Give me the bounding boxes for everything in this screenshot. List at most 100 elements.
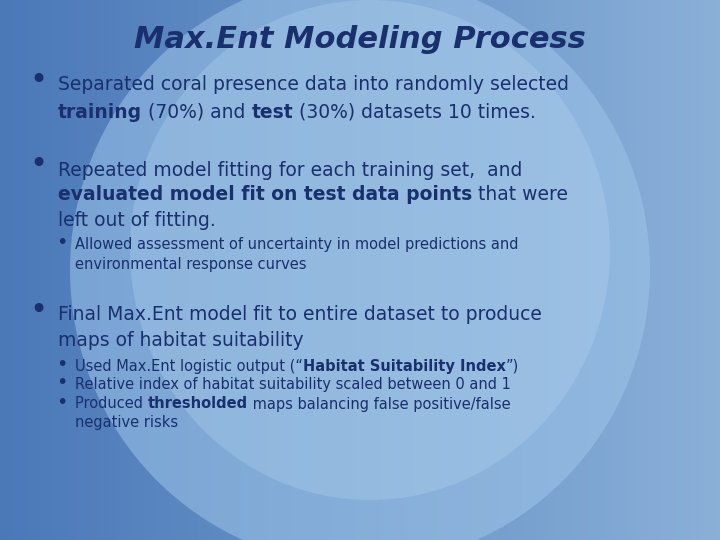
Bar: [263, 0, 266, 540]
Bar: [590, 0, 594, 540]
Bar: [594, 0, 598, 540]
Bar: [436, 0, 439, 540]
Bar: [220, 0, 223, 540]
Bar: [238, 0, 241, 540]
Bar: [515, 0, 518, 540]
Bar: [108, 0, 112, 540]
Bar: [155, 0, 158, 540]
Bar: [14, 0, 18, 540]
Bar: [468, 0, 472, 540]
Bar: [716, 0, 720, 540]
Text: that were: that were: [472, 186, 568, 205]
Bar: [662, 0, 666, 540]
Bar: [137, 0, 140, 540]
Bar: [364, 0, 367, 540]
Bar: [133, 0, 137, 540]
Bar: [47, 0, 50, 540]
Bar: [464, 0, 468, 540]
Bar: [443, 0, 446, 540]
Bar: [691, 0, 695, 540]
Text: Relative index of habitat suitability scaled between 0 and 1: Relative index of habitat suitability sc…: [75, 377, 511, 393]
Bar: [313, 0, 317, 540]
Bar: [583, 0, 587, 540]
Text: Separated coral presence data into randomly selected: Separated coral presence data into rando…: [58, 76, 569, 94]
Bar: [140, 0, 144, 540]
Bar: [32, 0, 36, 540]
Bar: [187, 0, 191, 540]
Bar: [529, 0, 533, 540]
Bar: [706, 0, 709, 540]
Bar: [479, 0, 482, 540]
Bar: [659, 0, 662, 540]
Bar: [119, 0, 122, 540]
Bar: [382, 0, 385, 540]
Ellipse shape: [70, 0, 650, 540]
Text: Produced: Produced: [75, 396, 148, 411]
Text: Used Max.Ent logistic output (“: Used Max.Ent logistic output (“: [75, 359, 303, 374]
Bar: [234, 0, 238, 540]
Bar: [389, 0, 392, 540]
Bar: [97, 0, 101, 540]
Bar: [270, 0, 274, 540]
Bar: [558, 0, 562, 540]
Bar: [554, 0, 558, 540]
Bar: [684, 0, 688, 540]
Bar: [504, 0, 508, 540]
Text: maps balancing false positive/false: maps balancing false positive/false: [248, 396, 510, 411]
Bar: [508, 0, 511, 540]
Bar: [61, 0, 65, 540]
Bar: [641, 0, 644, 540]
Bar: [115, 0, 119, 540]
Bar: [454, 0, 457, 540]
Text: evaluated model fit on test data points: evaluated model fit on test data points: [58, 186, 472, 205]
Bar: [432, 0, 436, 540]
Bar: [302, 0, 306, 540]
Bar: [7, 0, 11, 540]
Bar: [248, 0, 252, 540]
Bar: [274, 0, 277, 540]
Bar: [608, 0, 612, 540]
Bar: [256, 0, 259, 540]
Bar: [475, 0, 479, 540]
Bar: [176, 0, 180, 540]
Bar: [626, 0, 630, 540]
Bar: [652, 0, 655, 540]
Bar: [619, 0, 623, 540]
Bar: [216, 0, 220, 540]
Bar: [194, 0, 198, 540]
Bar: [400, 0, 403, 540]
Bar: [497, 0, 500, 540]
Text: •: •: [56, 393, 68, 411]
Bar: [29, 0, 32, 540]
Bar: [202, 0, 205, 540]
Text: Allowed assessment of uncertainty in model predictions and: Allowed assessment of uncertainty in mod…: [75, 238, 518, 253]
Bar: [184, 0, 187, 540]
Bar: [76, 0, 79, 540]
Bar: [11, 0, 14, 540]
Bar: [356, 0, 360, 540]
Bar: [644, 0, 648, 540]
Bar: [144, 0, 148, 540]
Bar: [104, 0, 108, 540]
Text: Max.Ent Modeling Process: Max.Ent Modeling Process: [134, 25, 586, 55]
Bar: [565, 0, 569, 540]
Bar: [695, 0, 698, 540]
Text: test: test: [251, 103, 293, 122]
Text: negative risks: negative risks: [75, 415, 178, 430]
Text: •: •: [56, 354, 68, 374]
Text: •: •: [29, 151, 47, 179]
Bar: [317, 0, 320, 540]
Bar: [680, 0, 684, 540]
Bar: [630, 0, 634, 540]
Bar: [673, 0, 677, 540]
Bar: [245, 0, 248, 540]
Bar: [266, 0, 270, 540]
Bar: [230, 0, 234, 540]
Bar: [151, 0, 155, 540]
Bar: [324, 0, 328, 540]
Bar: [490, 0, 493, 540]
Bar: [349, 0, 353, 540]
Bar: [94, 0, 97, 540]
Bar: [58, 0, 61, 540]
Bar: [421, 0, 425, 540]
